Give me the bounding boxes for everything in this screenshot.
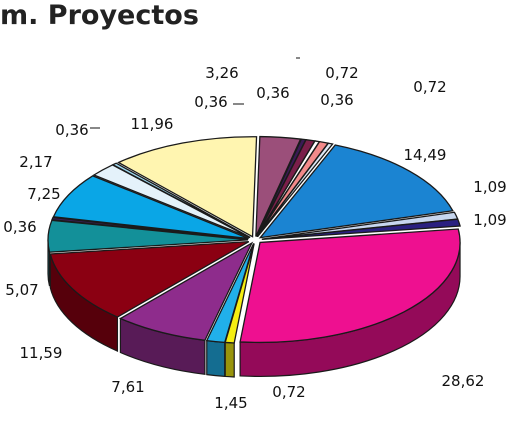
- slice-16: [52, 175, 249, 240]
- pie-tops: [47, 135, 461, 344]
- slice-13: [49, 240, 250, 318]
- slice-label-15: 0,36: [3, 218, 36, 236]
- slice-label-17: 2,17: [19, 153, 52, 171]
- slice-label-10: 0,72: [272, 383, 305, 401]
- slice-8: [261, 218, 461, 241]
- pie-sides: [47, 239, 461, 378]
- slice-label-6: 14,49: [404, 146, 447, 164]
- slice-9: [239, 228, 461, 344]
- slice-label-4: 0,72: [413, 78, 446, 96]
- slice-15: [51, 216, 249, 240]
- slice-label-12: 7,61: [111, 378, 144, 396]
- slice-label-7: 1,09: [473, 178, 506, 196]
- slice-12: [118, 241, 254, 342]
- slice-19: [117, 136, 258, 238]
- slice-label-3: 0,36: [256, 84, 289, 102]
- label-leaders: [90, 57, 300, 129]
- slice-label-1: 0,36: [194, 93, 227, 111]
- slice-label-9: 28,62: [442, 372, 485, 390]
- slice-label-8: 1,09: [473, 211, 506, 229]
- slice-side-11: [206, 339, 226, 378]
- slice-label-11: 1,45: [214, 394, 247, 412]
- slice-label-19: 11,96: [131, 115, 174, 133]
- slice-5: [257, 142, 334, 238]
- slice-11: [205, 243, 255, 344]
- slice-6: [258, 144, 454, 239]
- slice-side-10: [224, 341, 235, 378]
- slice-label-16: 7,25: [27, 185, 60, 203]
- slice-label-0: 3,26: [205, 64, 238, 82]
- slice-label-2: 0,72: [325, 64, 358, 82]
- slice-labels: 3,26 0,36 0,72 0,36 0,72 0,36 14,49 1,09 1,09 28,…: [3, 64, 506, 412]
- slice-18: [111, 162, 251, 239]
- chart-title: m. Proyectos: [0, 0, 199, 31]
- slice-label-13: 11,59: [20, 344, 63, 362]
- slice-label-18: 0,36: [55, 121, 88, 139]
- slice-label-14: 5,07: [5, 281, 38, 299]
- slice-label-5: 0,36: [320, 91, 353, 109]
- slice-0: [255, 135, 302, 237]
